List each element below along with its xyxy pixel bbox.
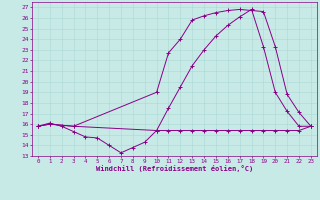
X-axis label: Windchill (Refroidissement éolien,°C): Windchill (Refroidissement éolien,°C) — [96, 165, 253, 172]
